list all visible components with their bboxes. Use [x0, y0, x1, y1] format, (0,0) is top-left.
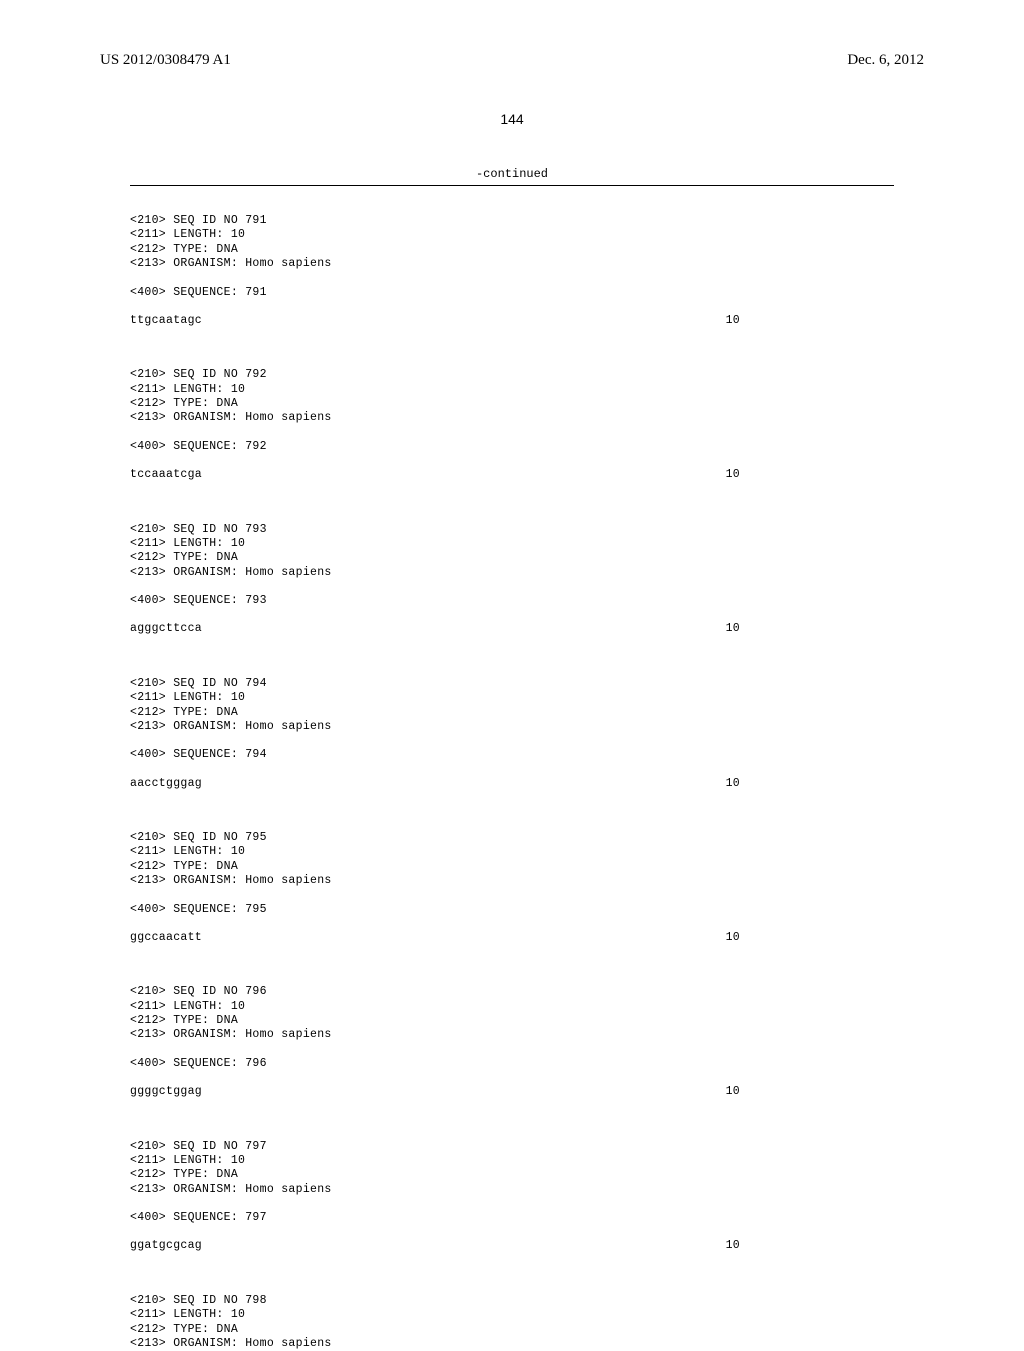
seq-data-row: ggatgcgcag 10	[130, 1239, 740, 1253]
seq-organism-line: <213> ORGANISM: Homo sapiens	[130, 1028, 894, 1042]
sequence-header: <210> SEQ ID NO 795<211> LENGTH: 10<212>…	[130, 831, 894, 889]
seq-organism-line: <213> ORGANISM: Homo sapiens	[130, 1337, 894, 1351]
seq-length-line: <211> LENGTH: 10	[130, 383, 894, 397]
seq-length-line: <211> LENGTH: 10	[130, 537, 894, 551]
seq-400-line: <400> SEQUENCE: 791	[130, 286, 894, 300]
sequence-block: <210> SEQ ID NO 797<211> LENGTH: 10<212>…	[130, 1140, 894, 1254]
seq-id-line: <210> SEQ ID NO 792	[130, 368, 894, 382]
seq-type-line: <212> TYPE: DNA	[130, 1168, 894, 1182]
seq-data-row: tccaaatcga 10	[130, 468, 740, 482]
seq-data: ggggctggag	[130, 1085, 202, 1099]
seq-data: ttgcaatagc	[130, 314, 202, 328]
seq-400-line: <400> SEQUENCE: 794	[130, 748, 894, 762]
seq-data-row: ggggctggag 10	[130, 1085, 740, 1099]
sequence-header: <210> SEQ ID NO 794<211> LENGTH: 10<212>…	[130, 677, 894, 735]
seq-type-line: <212> TYPE: DNA	[130, 860, 894, 874]
sequence-header: <210> SEQ ID NO 797<211> LENGTH: 10<212>…	[130, 1140, 894, 1198]
seq-data-row: ggccaacatt 10	[130, 931, 740, 945]
seq-type-line: <212> TYPE: DNA	[130, 243, 894, 257]
seq-data-row: aacctgggag 10	[130, 777, 740, 791]
seq-position: 10	[726, 622, 740, 636]
seq-id-line: <210> SEQ ID NO 795	[130, 831, 894, 845]
sequence-header: <210> SEQ ID NO 796<211> LENGTH: 10<212>…	[130, 985, 894, 1043]
seq-position: 10	[726, 468, 740, 482]
seq-position: 10	[726, 777, 740, 791]
sequence-block: <210> SEQ ID NO 795<211> LENGTH: 10<212>…	[130, 831, 894, 945]
publication-number: US 2012/0308479 A1	[100, 52, 231, 69]
seq-position: 10	[726, 1239, 740, 1253]
sequence-header: <210> SEQ ID NO 792<211> LENGTH: 10<212>…	[130, 368, 894, 426]
sequence-block: <210> SEQ ID NO 798<211> LENGTH: 10<212>…	[130, 1294, 894, 1351]
seq-data-row: agggcttcca 10	[130, 622, 740, 636]
top-divider	[130, 185, 894, 186]
seq-position: 10	[726, 314, 740, 328]
seq-position: 10	[726, 1085, 740, 1099]
sequence-header: <210> SEQ ID NO 791<211> LENGTH: 10<212>…	[130, 214, 894, 272]
seq-length-line: <211> LENGTH: 10	[130, 1000, 894, 1014]
seq-400-line: <400> SEQUENCE: 796	[130, 1057, 894, 1071]
seq-data: tccaaatcga	[130, 468, 202, 482]
sequence-block: <210> SEQ ID NO 793<211> LENGTH: 10<212>…	[130, 523, 894, 637]
seq-length-line: <211> LENGTH: 10	[130, 845, 894, 859]
seq-length-line: <211> LENGTH: 10	[130, 1154, 894, 1168]
seq-type-line: <212> TYPE: DNA	[130, 1014, 894, 1028]
seq-length-line: <211> LENGTH: 10	[130, 228, 894, 242]
seq-400-line: <400> SEQUENCE: 797	[130, 1211, 894, 1225]
seq-position: 10	[726, 931, 740, 945]
seq-id-line: <210> SEQ ID NO 797	[130, 1140, 894, 1154]
seq-data: agggcttcca	[130, 622, 202, 636]
seq-id-line: <210> SEQ ID NO 793	[130, 523, 894, 537]
seq-organism-line: <213> ORGANISM: Homo sapiens	[130, 411, 894, 425]
seq-400-line: <400> SEQUENCE: 795	[130, 903, 894, 917]
sequence-block: <210> SEQ ID NO 792<211> LENGTH: 10<212>…	[130, 368, 894, 482]
seq-length-line: <211> LENGTH: 10	[130, 691, 894, 705]
seq-type-line: <212> TYPE: DNA	[130, 397, 894, 411]
seq-organism-line: <213> ORGANISM: Homo sapiens	[130, 257, 894, 271]
seq-data: ggccaacatt	[130, 931, 202, 945]
seq-organism-line: <213> ORGANISM: Homo sapiens	[130, 874, 894, 888]
seq-id-line: <210> SEQ ID NO 796	[130, 985, 894, 999]
seq-organism-line: <213> ORGANISM: Homo sapiens	[130, 1183, 894, 1197]
sequence-block: <210> SEQ ID NO 794<211> LENGTH: 10<212>…	[130, 677, 894, 791]
seq-type-line: <212> TYPE: DNA	[130, 706, 894, 720]
seq-id-line: <210> SEQ ID NO 794	[130, 677, 894, 691]
sequence-listing: <210> SEQ ID NO 791<211> LENGTH: 10<212>…	[130, 214, 894, 1351]
seq-id-line: <210> SEQ ID NO 798	[130, 1294, 894, 1308]
seq-type-line: <212> TYPE: DNA	[130, 1323, 894, 1337]
seq-organism-line: <213> ORGANISM: Homo sapiens	[130, 720, 894, 734]
seq-length-line: <211> LENGTH: 10	[130, 1308, 894, 1322]
seq-data: aacctgggag	[130, 777, 202, 791]
seq-400-line: <400> SEQUENCE: 792	[130, 440, 894, 454]
seq-type-line: <212> TYPE: DNA	[130, 551, 894, 565]
document-header: US 2012/0308479 A1 Dec. 6, 2012	[0, 0, 1024, 69]
seq-400-line: <400> SEQUENCE: 793	[130, 594, 894, 608]
sequence-block: <210> SEQ ID NO 791<211> LENGTH: 10<212>…	[130, 214, 894, 328]
sequence-header: <210> SEQ ID NO 798<211> LENGTH: 10<212>…	[130, 1294, 894, 1351]
seq-data-row: ttgcaatagc 10	[130, 314, 740, 328]
sequence-header: <210> SEQ ID NO 793<211> LENGTH: 10<212>…	[130, 523, 894, 581]
seq-organism-line: <213> ORGANISM: Homo sapiens	[130, 566, 894, 580]
seq-id-line: <210> SEQ ID NO 791	[130, 214, 894, 228]
page-number: 144	[0, 111, 1024, 127]
continued-label: -continued	[0, 167, 1024, 181]
publication-date: Dec. 6, 2012	[847, 52, 924, 69]
seq-data: ggatgcgcag	[130, 1239, 202, 1253]
sequence-block: <210> SEQ ID NO 796<211> LENGTH: 10<212>…	[130, 985, 894, 1099]
content-wrapper: <210> SEQ ID NO 791<211> LENGTH: 10<212>…	[130, 185, 894, 1351]
